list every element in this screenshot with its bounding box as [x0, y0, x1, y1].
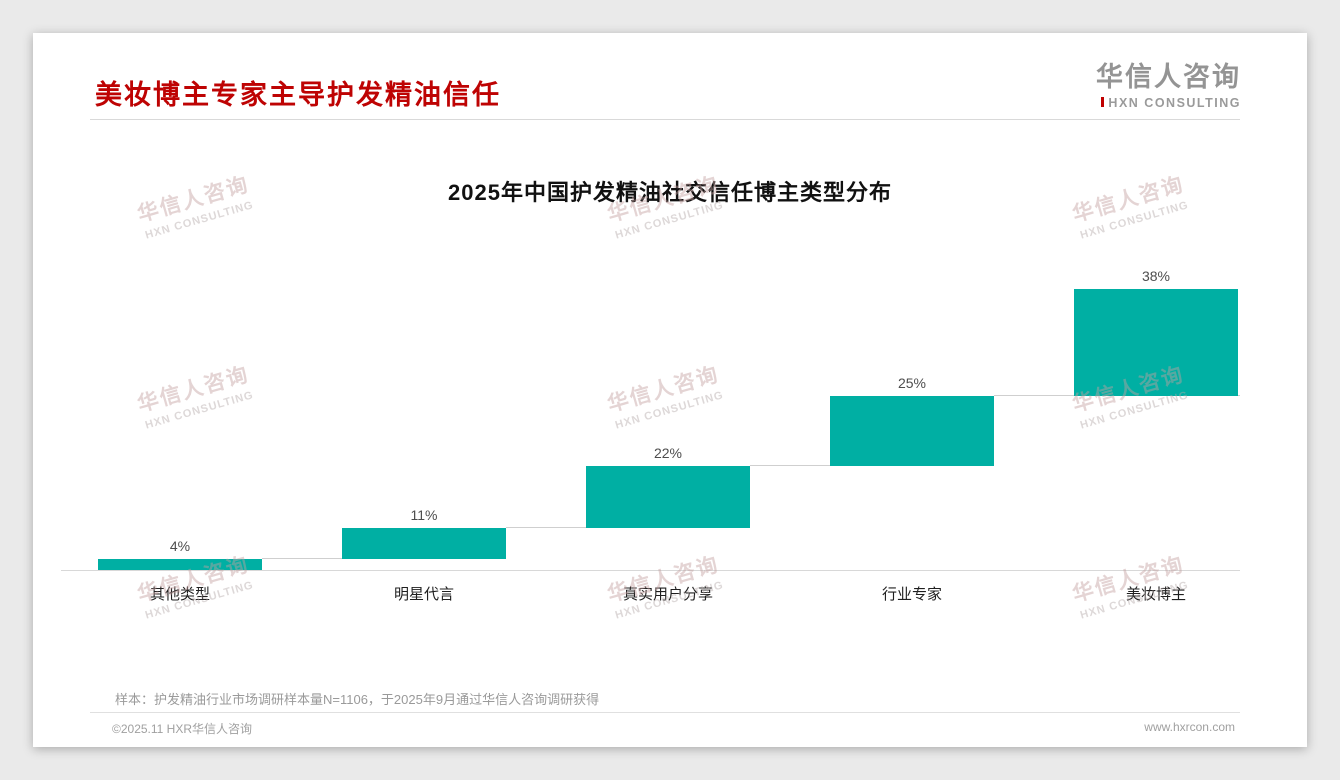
- bar-value-label: 4%: [169, 537, 191, 554]
- plot-area: 4% 11% 22% 25% 38%: [61, 240, 1240, 571]
- header-divider: [90, 119, 1240, 120]
- connector-line: [750, 465, 830, 467]
- chart-bar-4: [1074, 289, 1238, 396]
- chart-title: 2025年中国护发精油社交信任博主类型分布: [448, 180, 892, 205]
- chart-bar-2: [586, 466, 750, 528]
- x-axis: 其他类型 明星代言 真实用户分享 行业专家 美妆博主: [61, 577, 1240, 605]
- bar-value-label: 22%: [653, 445, 683, 462]
- copyright-text: ©2025.11 HXR华信人咨询: [112, 722, 252, 736]
- bar-value-label: 38%: [1141, 268, 1171, 284]
- x-axis-label: 明星代言: [393, 586, 454, 603]
- footer-divider: [90, 712, 1240, 713]
- x-axis-label: 其他类型: [149, 586, 210, 603]
- x-axis-label: 真实用户分享: [622, 586, 713, 603]
- logo-accent-mark: [1101, 97, 1105, 107]
- page-title: 美妆博主专家主导护发精油信任: [95, 80, 501, 110]
- bar-value-label: 11%: [410, 506, 438, 523]
- sample-note: 样本：护发精油行业市场调研样本量N=1106，于2025年9月通过华信人咨询调研…: [115, 692, 600, 707]
- logo-en-line: HXN CONSULTING: [1096, 96, 1241, 110]
- logo-en-text: HXN CONSULTING: [1108, 96, 1241, 110]
- report-card: 美妆博主专家主导护发精油信任 华信人咨询 HXN CONSULTING 2025…: [33, 33, 1307, 747]
- bar-value-label: 25%: [897, 374, 927, 391]
- x-axis-label: 美妆博主: [1125, 586, 1186, 603]
- connector-line: [262, 557, 342, 559]
- chart-bar-3: [830, 395, 994, 467]
- logo: 华信人咨询 HXN CONSULTING: [1096, 55, 1241, 110]
- logo-cn-text: 华信人咨询: [1096, 62, 1241, 92]
- chart-bar-1: [342, 527, 506, 559]
- x-axis-label: 行业专家: [881, 586, 942, 603]
- connector-line: [506, 526, 586, 528]
- website-url: www.hxrcon.com: [1144, 720, 1235, 734]
- chart-bar-0: [98, 558, 262, 570]
